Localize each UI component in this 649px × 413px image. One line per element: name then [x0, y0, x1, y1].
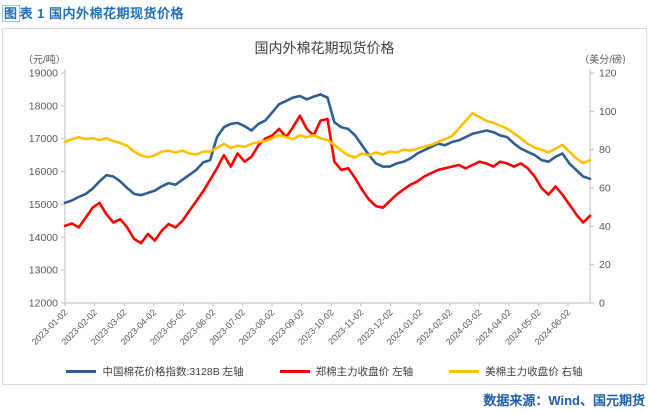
left-axis-tick-label: 13000 [29, 265, 58, 277]
data-source-text: 数据来源：Wind、国元期货 [483, 393, 645, 408]
right-axis-tick-label: 20 [599, 259, 611, 271]
right-axis-tick-label: 40 [599, 221, 611, 233]
series-line-2 [63, 112, 592, 165]
legend-item-1: 郑棉主力收盘价 左轴 [279, 364, 414, 379]
chart-title: 国内外棉花期现货价格 [254, 42, 395, 57]
legend-label-0: 中国棉花价格指数:3128B 左轴 [102, 366, 244, 378]
left-axis-tick-label: 19000 [29, 68, 58, 80]
left-axis-unit-label: （元/吨） [23, 55, 66, 66]
right-axis-tick-label: 0 [599, 298, 605, 310]
legend-item-2: 美棉主力收盘价 右轴 [449, 364, 583, 379]
left-axis-tick-label: 15000 [29, 199, 58, 211]
legend-item-0: 中国棉花价格指数:3128B 左轴 [66, 364, 244, 379]
right-axis-tick-label: 60 [599, 183, 611, 195]
left-axis-tick-label: 17000 [29, 133, 58, 145]
right-axis-unit-label: （美分/磅） [579, 55, 632, 66]
right-axis-tick-label: 80 [599, 144, 611, 156]
series-line-0 [63, 93, 592, 205]
series-line-1 [63, 114, 592, 245]
legend-label-1: 郑棉主力收盘价 左轴 [315, 366, 414, 378]
chart-canvas: 19000 18000 17000 16000 15000 14000 13000 12000… [29, 68, 617, 347]
figure-caption: 图表 1 国内外棉花期现货价格 [4, 6, 184, 21]
left-axis-tick-label: 14000 [29, 232, 58, 244]
left-axis-tick-label: 12000 [29, 298, 58, 310]
chart-legend: 中国棉花价格指数:3128B 左轴 郑棉主力收盘价 左轴 美棉主力收盘价 右轴 [3, 364, 646, 379]
legend-swatch-2 [449, 369, 480, 374]
left-axis-tick-label: 18000 [29, 100, 58, 112]
legend-swatch-0 [66, 369, 97, 374]
legend-label-2: 美棉主力收盘价 右轴 [485, 366, 583, 378]
right-axis-tick-label: 120 [599, 68, 617, 80]
chart-box: 国内外棉花期现货价格 （元/吨） （美分/磅） 19000 18000 17000 1… [2, 28, 647, 385]
legend-swatch-1 [279, 369, 310, 374]
left-axis-tick-label: 16000 [29, 166, 58, 178]
right-axis-tick-label: 100 [599, 106, 617, 118]
